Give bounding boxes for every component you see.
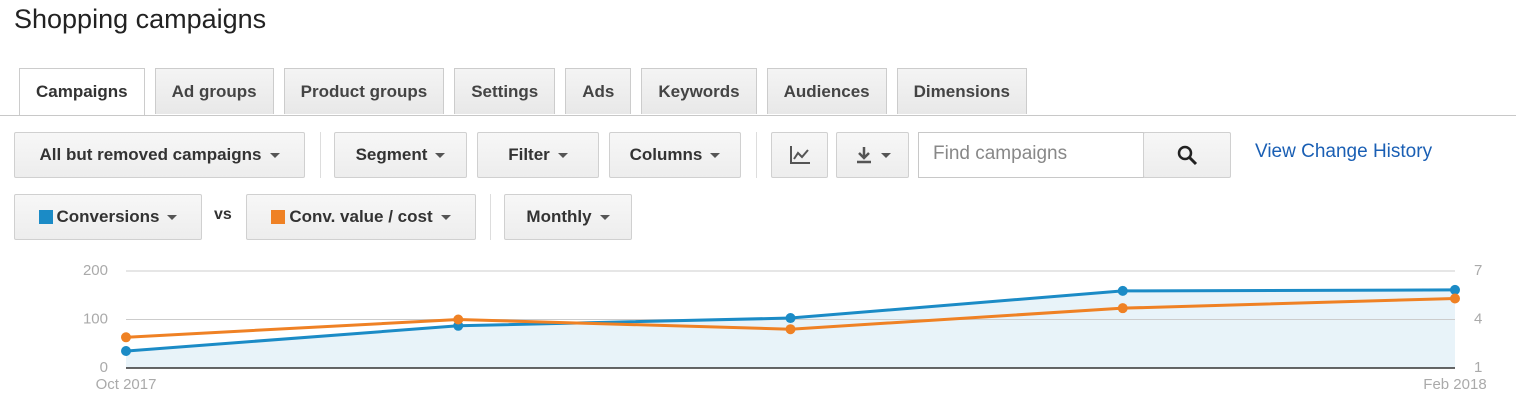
status-dropdown[interactable]: All but removed campaigns — [14, 132, 305, 178]
tab[interactable]: Audiences — [766, 68, 887, 114]
button-label: Columns — [629, 145, 703, 164]
vs-label: vs — [214, 206, 232, 223]
tab[interactable]: Settings — [454, 68, 556, 114]
tab[interactable]: Ad groups — [154, 68, 274, 114]
columns-button[interactable]: Columns — [609, 132, 741, 178]
legend-swatch — [38, 210, 53, 224]
search-input[interactable]: Find campaigns — [918, 132, 1144, 178]
y2-tick-label: 1 — [1474, 359, 1482, 376]
tab[interactable]: Dimensions — [896, 68, 1027, 114]
data-point — [453, 320, 464, 331]
y-tick-label: 100 — [83, 310, 108, 327]
metric-1-dropdown[interactable]: Conversions — [14, 194, 202, 240]
tab[interactable]: Keywords — [641, 68, 757, 114]
button-label: Segment — [355, 145, 428, 164]
separator — [756, 132, 757, 178]
button-label: Monthly — [526, 207, 592, 226]
y-tick-label: 0 — [100, 359, 108, 376]
change-history-link[interactable]: View Change History — [1255, 141, 1433, 162]
series-line — [125, 296, 1456, 339]
data-point — [1450, 284, 1460, 295]
data-point — [121, 332, 131, 343]
legend-label: Conversions — [56, 207, 160, 226]
y2-tick-label: 4 — [1474, 310, 1482, 327]
page-title: Shopping campaigns — [14, 4, 267, 34]
y-tick-label: 200 — [83, 262, 108, 279]
data-point — [785, 313, 796, 324]
data-point — [121, 346, 131, 357]
area — [126, 289, 1455, 368]
legend-swatch — [271, 210, 286, 224]
legend-label: Conv. value / cost — [289, 207, 433, 226]
tab[interactable]: Campaigns — [19, 68, 145, 116]
separator — [320, 132, 321, 178]
period-dropdown[interactable]: Monthly — [504, 194, 632, 240]
chart-toggle-button[interactable] — [771, 132, 828, 178]
x-tick-label: Oct 2017 — [96, 376, 157, 393]
chart-icon — [789, 146, 810, 164]
tab[interactable]: Ads — [565, 68, 632, 114]
data-point — [1117, 303, 1128, 314]
y2-tick-label: 7 — [1474, 262, 1482, 279]
separator — [490, 194, 491, 240]
tab-divider — [0, 115, 1516, 116]
data-point — [1117, 285, 1128, 296]
series-line — [125, 288, 1456, 353]
data-point — [1450, 293, 1460, 304]
download-icon — [856, 147, 871, 164]
segment-button[interactable]: Segment — [334, 132, 467, 178]
data-point — [453, 314, 464, 325]
tab-bar: Campaigns Ad groups Product groups Settings… — [19, 68, 1027, 116]
x-tick-label: Feb 2018 — [1423, 376, 1486, 393]
tab[interactable]: Product groups — [283, 68, 445, 114]
data-point — [785, 324, 796, 335]
button-label: All but removed campaigns — [39, 145, 262, 164]
metric-2-dropdown[interactable]: Conv. value / cost — [246, 194, 476, 240]
search-icon — [1177, 145, 1198, 166]
button-label: Filter — [508, 145, 550, 164]
search-button[interactable] — [1143, 132, 1231, 178]
filter-button[interactable]: Filter — [477, 132, 599, 178]
download-button[interactable] — [836, 132, 909, 178]
